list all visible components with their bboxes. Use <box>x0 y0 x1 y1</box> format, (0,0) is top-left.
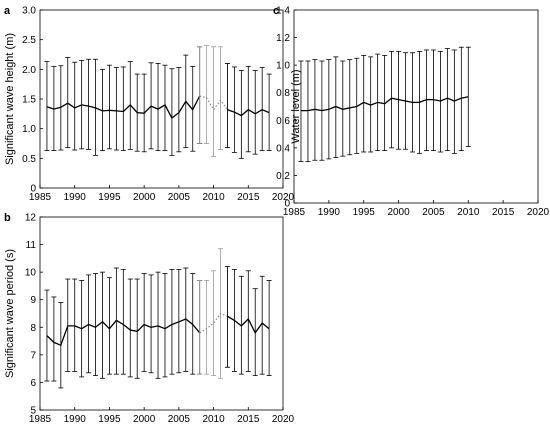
x-tick-label-b: 2020 <box>272 414 295 425</box>
y-tick-label-a: 2.0 <box>22 65 36 76</box>
y-tick-label-a: 3.0 <box>22 6 36 17</box>
y-tick-label-a: 0.5 <box>22 154 36 165</box>
y-tick-label-b: 12 <box>25 213 37 224</box>
y-tick-label-c: 0.8 <box>276 88 290 99</box>
y-tick-label-a: 0 <box>30 184 36 195</box>
y-tick-label-c: 1.0 <box>276 61 290 72</box>
panel-a: a Significant wave height (m) 1985 1990 1995… <box>4 5 295 203</box>
y-axis-label-b: Significant wave period (s) <box>4 249 16 378</box>
y-tick-label-c: 0 <box>284 199 290 210</box>
x-tick-label-a: 1995 <box>98 192 121 203</box>
series-line-a-2 <box>227 108 270 117</box>
series-line-a-0 <box>46 95 201 119</box>
x-tick-label-a: 1990 <box>64 192 87 203</box>
plot-frame-c <box>293 9 539 204</box>
x-tick-label-c: 1995 <box>353 207 376 218</box>
y-tick-label-c: 1.4 <box>276 6 290 17</box>
x-tick-label-a: 1985 <box>29 192 52 203</box>
x-tick-label-b: 2015 <box>237 414 260 425</box>
series-line-a-1 <box>199 95 228 111</box>
y-tick-label-c: 0.4 <box>276 143 290 154</box>
y-tick-label-b: 8 <box>30 323 36 334</box>
x-tick-label-c: 1990 <box>318 207 341 218</box>
x-tick-label-b: 1995 <box>98 414 121 425</box>
x-tick-label-b: 2000 <box>133 414 156 425</box>
y-tick-label-a: 1.5 <box>22 95 36 106</box>
x-tick-label-b: 2005 <box>168 414 191 425</box>
panel-c: c Water level (m) 1985 1990 1995 2000 2005 2010… <box>273 5 550 218</box>
x-tick-label-c: 2015 <box>492 207 515 218</box>
y-tick-label-c: 0.2 <box>276 171 290 182</box>
y-tick-label-b: 5 <box>30 406 36 417</box>
plot-frame-b <box>39 216 284 411</box>
x-tick-label-b: 1990 <box>64 414 87 425</box>
y-axis-label-a: Significant wave height (m) <box>4 33 16 165</box>
x-tick-label-a: 2015 <box>237 192 260 203</box>
panel-label-c: c <box>273 5 279 17</box>
y-tick-label-b: 11 <box>26 240 37 251</box>
y-tick-label-a: 1.0 <box>22 124 36 135</box>
y-axis-label-c: Water level (m) <box>290 69 302 143</box>
y-tick-label-b: 10 <box>25 268 37 279</box>
x-tick-label-a: 2000 <box>133 192 156 203</box>
x-tick-label-a: 2005 <box>168 192 191 203</box>
panel-label-a: a <box>4 5 11 17</box>
x-tick-label-c: 2000 <box>387 207 410 218</box>
y-tick-label-c: 1.2 <box>276 33 290 44</box>
x-tick-label-a: 2010 <box>202 192 225 203</box>
y-tick-label-b: 6 <box>30 378 36 389</box>
plot-frame-a <box>39 9 284 189</box>
x-tick-label-a: 2020 <box>272 192 295 203</box>
y-tick-label-b: 9 <box>30 295 36 306</box>
panel-label-b: b <box>4 212 11 224</box>
x-tick-label-c: 2020 <box>527 207 550 218</box>
series-line-b-0 <box>46 318 201 347</box>
x-tick-label-c: 1985 <box>283 207 306 218</box>
x-tick-label-c: 2005 <box>422 207 445 218</box>
x-tick-label-b: 2010 <box>202 414 225 425</box>
x-tick-label-c: 2010 <box>457 207 480 218</box>
series-line-b-2 <box>227 315 270 335</box>
y-tick-label-c: 0.6 <box>276 116 290 127</box>
series-line-c-0 <box>301 96 469 112</box>
x-tick-label-b: 1985 <box>29 414 52 425</box>
y-tick-label-a: 2.5 <box>22 35 36 46</box>
y-tick-label-b: 7 <box>30 350 36 361</box>
panel-b: b Significant wave period (s) 1985 1990 1995… <box>4 212 295 425</box>
